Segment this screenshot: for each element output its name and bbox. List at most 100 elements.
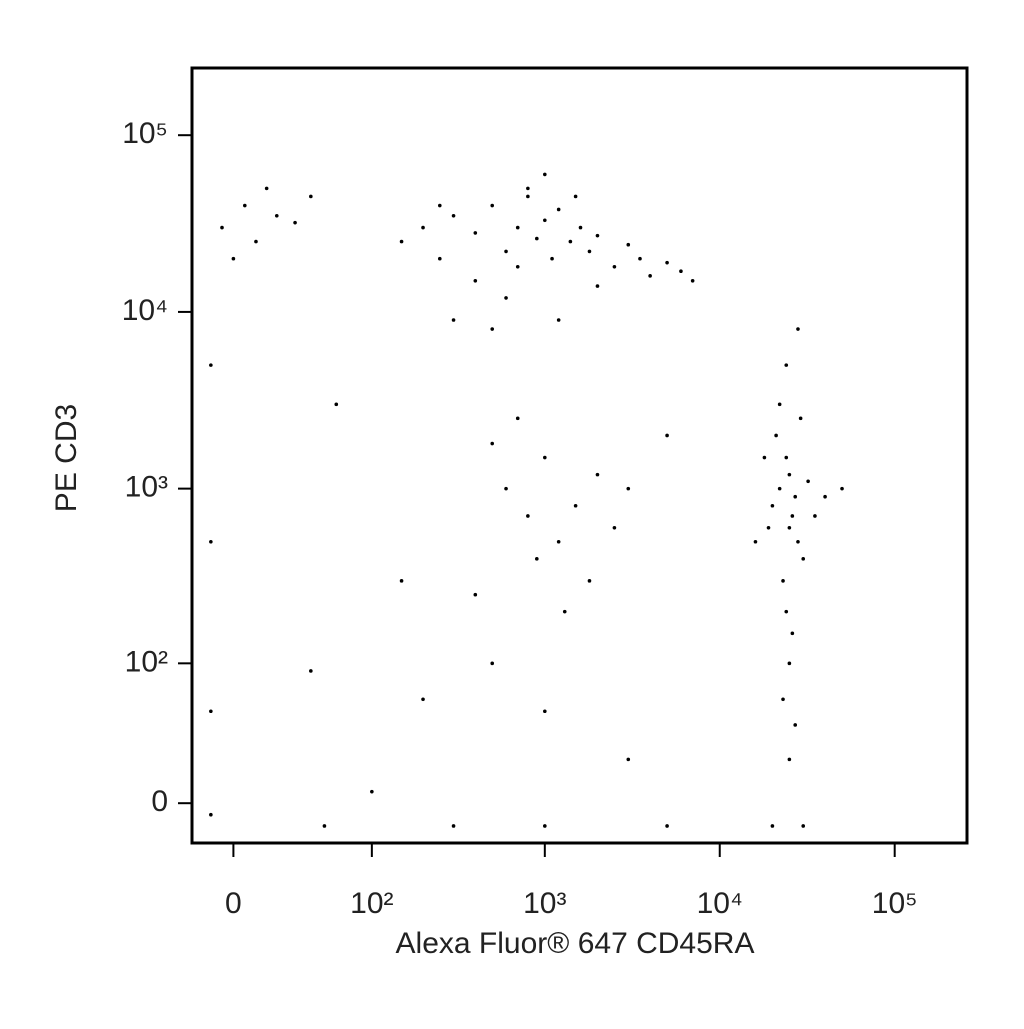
data-point bbox=[309, 669, 313, 673]
data-point bbox=[515, 265, 520, 269]
data-point bbox=[526, 514, 530, 518]
data-point bbox=[543, 455, 547, 460]
data-point bbox=[626, 757, 631, 762]
data-point bbox=[370, 789, 374, 794]
data-point bbox=[451, 318, 456, 322]
data-point bbox=[790, 514, 795, 518]
data-point bbox=[550, 256, 554, 261]
data-point bbox=[762, 455, 767, 460]
data-point bbox=[451, 213, 456, 218]
data-point bbox=[801, 557, 806, 561]
data-point bbox=[665, 824, 669, 828]
data-point bbox=[626, 242, 631, 247]
data-point bbox=[638, 256, 642, 261]
data-point bbox=[543, 824, 547, 828]
data-point bbox=[309, 194, 313, 199]
y-tick-label: 0 bbox=[151, 785, 168, 818]
data-point bbox=[515, 225, 520, 230]
data-point bbox=[526, 186, 530, 191]
plot-frame bbox=[190, 66, 969, 845]
y-tick-label: 10⁵ bbox=[122, 117, 168, 150]
x-tick-label: 10⁴ bbox=[697, 887, 743, 920]
data-point bbox=[595, 284, 600, 288]
data-point bbox=[753, 539, 758, 544]
data-point bbox=[254, 239, 258, 244]
data-point bbox=[556, 318, 561, 322]
data-point bbox=[679, 269, 683, 273]
data-point bbox=[798, 416, 803, 421]
x-axis-label: Alexa Fluor® 647 CD45RA bbox=[396, 927, 755, 960]
data-point bbox=[543, 218, 547, 223]
data-point bbox=[784, 363, 789, 367]
data-point bbox=[451, 824, 456, 828]
data-point bbox=[437, 203, 442, 208]
data-point bbox=[399, 579, 404, 583]
data-point bbox=[504, 249, 508, 254]
data-point bbox=[626, 486, 631, 491]
data-point bbox=[243, 203, 247, 208]
data-point bbox=[612, 525, 617, 530]
data-point bbox=[515, 416, 520, 421]
data-point bbox=[421, 225, 425, 230]
data-point bbox=[665, 433, 669, 438]
data-point bbox=[568, 239, 573, 244]
data-point bbox=[504, 296, 508, 300]
data-point bbox=[578, 225, 583, 230]
data-point bbox=[556, 539, 561, 544]
data-point bbox=[813, 514, 817, 518]
data-point bbox=[274, 213, 279, 218]
data-point bbox=[490, 327, 495, 331]
data-point bbox=[264, 186, 269, 191]
data-point bbox=[595, 472, 600, 477]
data-point bbox=[796, 327, 800, 331]
data-point bbox=[526, 194, 530, 199]
x-tick-label: 10² bbox=[350, 887, 393, 920]
data-point bbox=[421, 697, 425, 702]
data-point bbox=[806, 479, 810, 484]
data-point bbox=[535, 557, 539, 561]
x-tick-label: 10⁵ bbox=[872, 887, 918, 920]
data-point bbox=[790, 631, 795, 636]
data-point bbox=[595, 233, 600, 238]
data-point bbox=[787, 757, 792, 762]
data-point bbox=[784, 609, 789, 614]
data-point bbox=[293, 220, 297, 225]
data-point bbox=[770, 824, 775, 828]
data-point bbox=[490, 661, 495, 666]
y-tick-label: 10⁴ bbox=[122, 294, 168, 327]
data-point bbox=[209, 812, 213, 817]
x-tick-label: 10³ bbox=[523, 887, 566, 920]
data-point bbox=[770, 503, 775, 508]
data-point bbox=[587, 579, 592, 583]
data-point bbox=[209, 363, 213, 367]
data-point bbox=[399, 239, 404, 244]
data-point bbox=[573, 503, 578, 508]
data-point bbox=[840, 486, 844, 491]
data-point bbox=[793, 723, 798, 727]
data-point bbox=[801, 824, 806, 828]
data-point bbox=[220, 225, 224, 230]
data-point bbox=[787, 525, 792, 530]
data-point bbox=[490, 203, 495, 208]
data-point bbox=[473, 278, 478, 283]
data-point bbox=[690, 278, 695, 283]
data-point bbox=[784, 455, 789, 460]
data-point bbox=[543, 172, 547, 177]
data-point bbox=[334, 402, 339, 407]
data-point bbox=[787, 661, 792, 666]
data-point bbox=[796, 539, 800, 544]
data-point bbox=[504, 486, 508, 491]
data-point bbox=[777, 486, 782, 491]
data-point bbox=[209, 539, 213, 544]
y-axis-label: PE CD3 bbox=[50, 404, 83, 512]
data-point bbox=[774, 433, 778, 438]
data-point bbox=[777, 402, 782, 407]
data-point bbox=[793, 494, 798, 499]
data-point bbox=[665, 260, 669, 265]
data-point bbox=[543, 709, 547, 714]
data-point bbox=[473, 231, 478, 235]
x-tick-label: 0 bbox=[225, 887, 242, 920]
data-point bbox=[473, 592, 478, 597]
data-point bbox=[209, 709, 213, 714]
